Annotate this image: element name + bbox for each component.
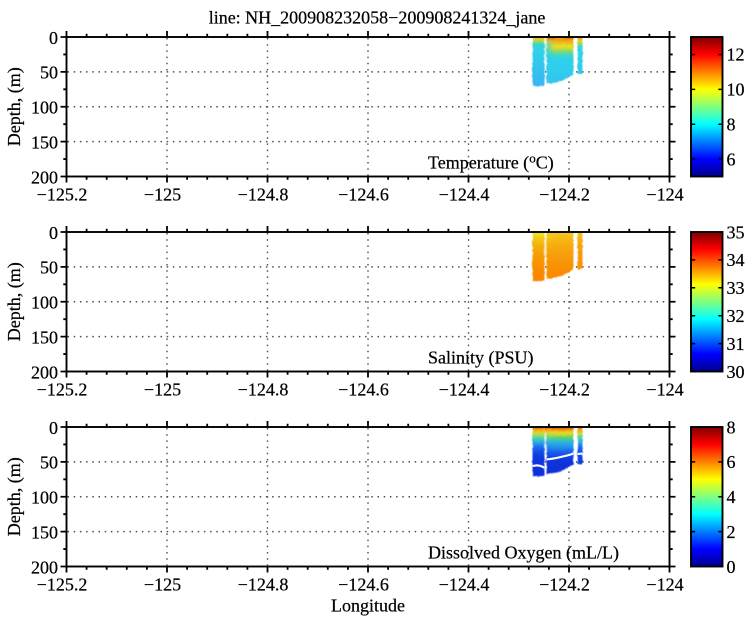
svg-text:Salinity (PSU): Salinity (PSU) — [428, 348, 534, 369]
svg-text:4: 4 — [727, 487, 736, 507]
svg-text:30: 30 — [727, 362, 745, 382]
svg-text:−125.2: −125.2 — [37, 380, 88, 400]
svg-text:−124.6: −124.6 — [338, 185, 389, 205]
svg-text:Depth, (m): Depth, (m) — [4, 457, 25, 536]
svg-text:150: 150 — [31, 132, 58, 152]
svg-text:−124.2: −124.2 — [539, 380, 590, 400]
svg-text:−124: −124 — [646, 185, 683, 205]
svg-text:6: 6 — [727, 452, 736, 472]
svg-text:33: 33 — [727, 278, 745, 298]
svg-text:Depth, (m): Depth, (m) — [4, 262, 25, 341]
svg-text:−124.2: −124.2 — [539, 575, 590, 595]
svg-text:2: 2 — [727, 522, 736, 542]
svg-text:−124: −124 — [646, 575, 683, 595]
svg-text:−125: −125 — [144, 185, 181, 205]
svg-text:8: 8 — [727, 115, 736, 135]
svg-text:−125.2: −125.2 — [37, 575, 88, 595]
svg-text:0: 0 — [49, 28, 58, 48]
svg-text:−124.8: −124.8 — [238, 575, 289, 595]
svg-text:150: 150 — [31, 327, 58, 347]
svg-text:0: 0 — [49, 223, 58, 243]
svg-text:200: 200 — [31, 167, 58, 187]
svg-text:50: 50 — [40, 258, 58, 278]
svg-text:6: 6 — [727, 149, 736, 169]
svg-text:8: 8 — [727, 417, 736, 437]
svg-text:−124: −124 — [646, 380, 683, 400]
svg-text:0: 0 — [49, 418, 58, 438]
svg-text:−125: −125 — [144, 380, 181, 400]
svg-text:line: NH_200908232058−20090824: line: NH_200908232058−200908241324_jane — [209, 8, 546, 28]
svg-text:100: 100 — [31, 488, 58, 508]
svg-text:12: 12 — [727, 45, 745, 65]
svg-text:−124.4: −124.4 — [439, 380, 490, 400]
svg-text:100: 100 — [31, 98, 58, 118]
svg-text:10: 10 — [727, 80, 745, 100]
svg-text:−124.6: −124.6 — [338, 380, 389, 400]
svg-text:−125.2: −125.2 — [37, 185, 88, 205]
svg-text:50: 50 — [40, 63, 58, 83]
svg-text:Temperature (oC): Temperature (oC) — [428, 151, 554, 174]
svg-text:−124.8: −124.8 — [238, 380, 289, 400]
svg-text:−124.4: −124.4 — [439, 575, 490, 595]
svg-text:−124.4: −124.4 — [439, 185, 490, 205]
svg-text:−124.8: −124.8 — [238, 185, 289, 205]
svg-text:50: 50 — [40, 453, 58, 473]
svg-text:35: 35 — [727, 222, 745, 242]
svg-text:Dissolved Oxygen (mL/L): Dissolved Oxygen (mL/L) — [428, 543, 619, 564]
svg-text:200: 200 — [31, 557, 58, 577]
svg-text:100: 100 — [31, 293, 58, 313]
svg-text:31: 31 — [727, 334, 745, 354]
svg-text:32: 32 — [727, 306, 745, 326]
svg-text:Longitude: Longitude — [331, 596, 405, 616]
svg-text:−124.6: −124.6 — [338, 575, 389, 595]
svg-text:0: 0 — [727, 557, 736, 577]
svg-text:34: 34 — [727, 250, 745, 270]
svg-text:−124.2: −124.2 — [539, 185, 590, 205]
svg-text:150: 150 — [31, 522, 58, 542]
svg-text:200: 200 — [31, 362, 58, 382]
svg-text:−125: −125 — [144, 575, 181, 595]
svg-text:Depth, (m): Depth, (m) — [4, 67, 25, 146]
